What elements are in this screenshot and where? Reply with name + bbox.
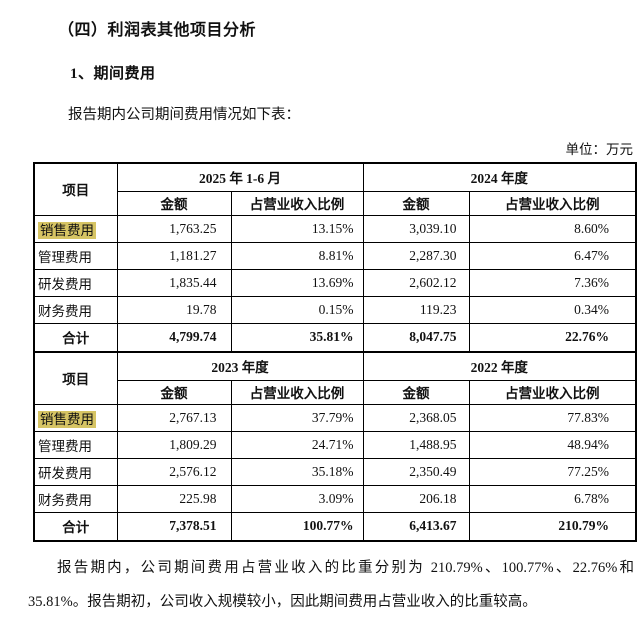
- row-label: 销售费用: [33, 403, 118, 432]
- table-row: 销售费用 1,763.25 13.15% 3,039.10 8.60%: [33, 214, 637, 243]
- amount-cell: 1,181.27: [116, 241, 232, 270]
- period-header-2024: 2024 年度: [362, 162, 637, 192]
- ratio-cell: 24.71%: [230, 430, 364, 459]
- row-label: 管理费用: [33, 430, 118, 459]
- subsection-title: 1、期间费用: [70, 66, 156, 82]
- ratio-cell: 35.18%: [230, 457, 364, 486]
- total-label: 合计: [33, 322, 118, 353]
- section-title: （四）利润表其他项目分析: [58, 22, 257, 39]
- ratio-cell: 37.79%: [230, 403, 364, 432]
- row-label: 管理费用: [33, 241, 118, 270]
- period-header-2023: 2023 年度: [116, 351, 364, 381]
- ratio-cell: 22.76%: [468, 322, 637, 353]
- period-header-2022: 2022 年度: [362, 351, 637, 381]
- ratio-cell: 77.25%: [468, 457, 637, 486]
- amount-cell: 1,763.25: [116, 214, 232, 243]
- ratio-cell: 0.15%: [230, 295, 364, 324]
- row-label: 财务费用: [33, 295, 118, 324]
- amount-cell: 1,835.44: [116, 268, 232, 297]
- amount-cell: 2,350.49: [362, 457, 470, 486]
- ratio-cell: 8.60%: [468, 214, 637, 243]
- ratio-header: 占营业收入比例: [468, 190, 637, 216]
- amount-cell: 2,602.12: [362, 268, 470, 297]
- total-label: 合计: [33, 511, 118, 542]
- amount-cell: 7,378.51: [116, 511, 232, 542]
- row-label: 销售费用: [33, 214, 118, 243]
- intro-text: 报告期内公司期间费用情况如下表：: [68, 107, 300, 123]
- amount-cell: 2,368.05: [362, 403, 470, 432]
- ratio-header: 占营业收入比例: [230, 190, 364, 216]
- period-expense-table: 项目 2025 年 1-6 月 2024 年度 金额 占营业收入比例 金额 占营…: [33, 162, 637, 542]
- amount-header: 金额: [362, 379, 470, 405]
- ratio-cell: 8.81%: [230, 241, 364, 270]
- ratio-cell: 7.36%: [468, 268, 637, 297]
- ratio-header: 占营业收入比例: [230, 379, 364, 405]
- amount-cell: 8,047.75: [362, 322, 470, 353]
- period-header-2025: 2025 年 1-6 月: [116, 162, 364, 192]
- item-header: 项目: [33, 351, 118, 405]
- table-row: 财务费用 225.98 3.09% 206.18 6.78%: [33, 484, 637, 513]
- table-row: 研发费用 2,576.12 35.18% 2,350.49 77.25%: [33, 457, 637, 486]
- row-label: 研发费用: [33, 457, 118, 486]
- ratio-cell: 35.81%: [230, 322, 364, 353]
- amount-cell: 3,039.10: [362, 214, 470, 243]
- ratio-cell: 3.09%: [230, 484, 364, 513]
- row-label: 研发费用: [33, 268, 118, 297]
- amount-header: 金额: [116, 379, 232, 405]
- total-row: 合计 7,378.51 100.77% 6,413.67 210.79%: [33, 511, 637, 542]
- ratio-cell: 0.34%: [468, 295, 637, 324]
- amount-cell: 119.23: [362, 295, 470, 324]
- row-label: 财务费用: [33, 484, 118, 513]
- ratio-cell: 77.83%: [468, 403, 637, 432]
- ratio-cell: 48.94%: [468, 430, 637, 459]
- ratio-cell: 100.77%: [230, 511, 364, 542]
- amount-cell: 19.78: [116, 295, 232, 324]
- analysis-paragraph: 报告期内，公司期间费用占营业收入的比重分别为 210.79%、100.77%、2…: [28, 560, 634, 610]
- ratio-header: 占营业收入比例: [468, 379, 637, 405]
- amount-cell: 1,488.95: [362, 430, 470, 459]
- amount-cell: 2,767.13: [116, 403, 232, 432]
- amount-cell: 2,576.12: [116, 457, 232, 486]
- table-row: 管理费用 1,181.27 8.81% 2,287.30 6.47%: [33, 241, 637, 270]
- amount-cell: 206.18: [362, 484, 470, 513]
- table-row: 财务费用 19.78 0.15% 119.23 0.34%: [33, 295, 637, 324]
- ratio-cell: 13.15%: [230, 214, 364, 243]
- amount-cell: 1,809.29: [116, 430, 232, 459]
- table-row: 研发费用 1,835.44 13.69% 2,602.12 7.36%: [33, 268, 637, 297]
- amount-cell: 2,287.30: [362, 241, 470, 270]
- amount-header: 金额: [116, 190, 232, 216]
- ratio-cell: 13.69%: [230, 268, 364, 297]
- unit-label: 单位：万元: [565, 142, 634, 157]
- table-row: 管理费用 1,809.29 24.71% 1,488.95 48.94%: [33, 430, 637, 459]
- amount-cell: 225.98: [116, 484, 232, 513]
- amount-cell: 6,413.67: [362, 511, 470, 542]
- amount-header: 金额: [362, 190, 470, 216]
- item-header: 项目: [33, 162, 118, 216]
- table-row: 销售费用 2,767.13 37.79% 2,368.05 77.83%: [33, 403, 637, 432]
- ratio-cell: 210.79%: [468, 511, 637, 542]
- highlighted-label: 销售费用: [38, 410, 96, 428]
- ratio-cell: 6.78%: [468, 484, 637, 513]
- total-row: 合计 4,799.74 35.81% 8,047.75 22.76%: [33, 322, 637, 353]
- highlighted-label: 销售费用: [38, 221, 96, 239]
- amount-cell: 4,799.74: [116, 322, 232, 353]
- ratio-cell: 6.47%: [468, 241, 637, 270]
